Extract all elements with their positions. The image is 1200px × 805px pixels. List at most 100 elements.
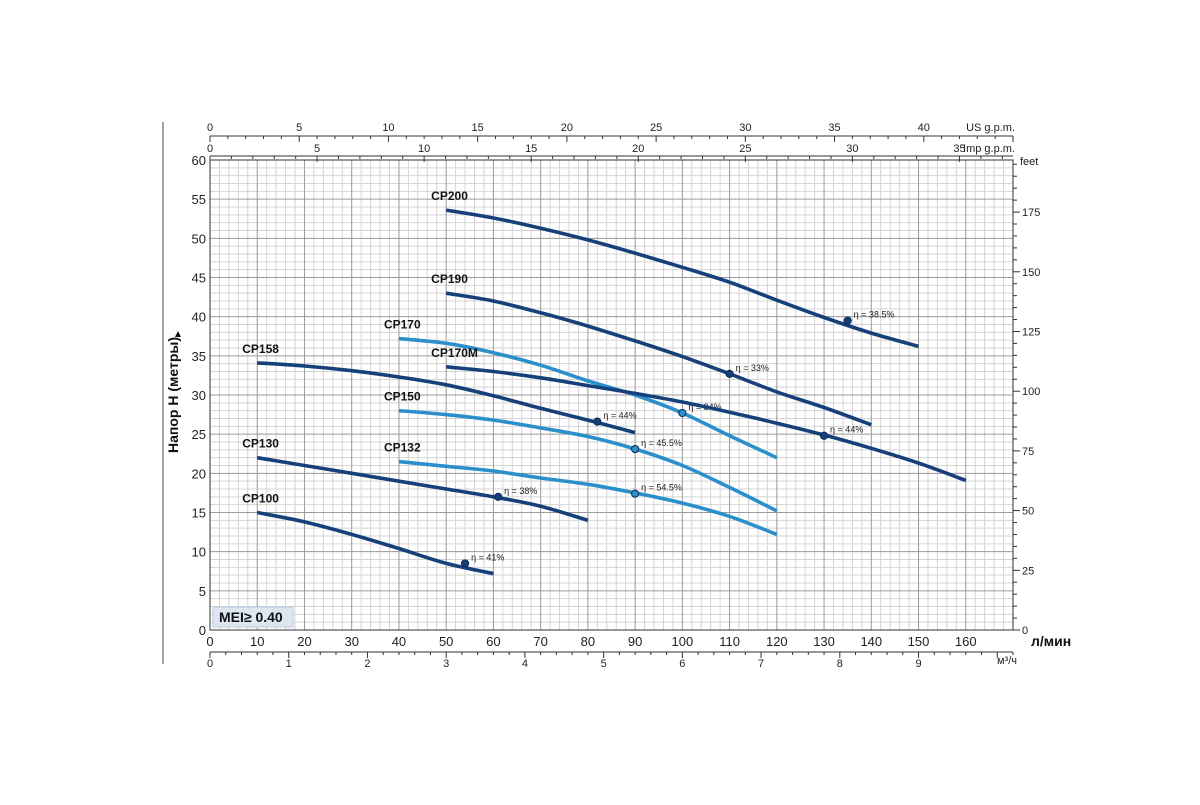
eta-label-cp190: η = 33% [736,363,769,373]
y-tick-label: 40 [192,310,206,325]
x-tick-label: 110 [719,634,740,649]
us-gpm-tick-label: 40 [918,122,930,134]
imp-gpm-tick-label: 20 [632,143,644,155]
m3h-tick-label: 8 [837,658,843,670]
us-gpm-tick-label: 35 [828,122,840,134]
series-label-cp100: CP100 [242,492,279,506]
x-tick-label: 30 [344,634,358,649]
m3h-tick-label: 1 [286,658,292,670]
imp-gpm-tick-label: 5 [314,143,320,155]
feet-tick-label: 25 [1022,565,1034,577]
x-tick-label: 150 [908,634,930,649]
eta-point-cp190 [725,369,734,378]
imp-gpm-tick-label: 30 [846,143,858,155]
imp-gpm-tick-label: 25 [739,143,751,155]
feet-tick-label: 75 [1022,446,1034,458]
eta-point-cp130 [494,492,503,501]
series-label-cp158: CP158 [242,342,279,356]
imp-gpm-tick-label: 35 [953,143,965,155]
x-tick-label: 70 [533,634,547,649]
us-gpm-tick-label: 15 [472,122,484,134]
series-line-cp100 [256,510,494,576]
right-axis: 0 25 50 75 100 125 150 175 feet [1013,156,1040,637]
y-tick-label: 55 [192,192,206,207]
series-line-cp170 [398,336,778,460]
plot-frame [209,159,1014,631]
x-tick-label: 50 [439,634,453,649]
eta-point-cp150 [631,444,640,454]
y-tick-label: 20 [192,466,206,481]
x-tick-label: 160 [955,634,977,649]
series-line-cp200 [445,208,919,349]
series-line-cp190 [445,291,872,427]
left-axis: 0 5 10 15 20 25 30 35 40 45 50 55 60 Напор H (метры) [165,153,206,638]
series-label-cp190: CP190 [431,272,468,286]
series-label-cp200: CP200 [431,189,468,203]
eta-label-cp170m: η = 44% [830,425,863,435]
x-tick-label: 100 [672,634,694,649]
series-label-cp150: CP150 [384,390,421,404]
imp-gpm-tick-label: 10 [418,143,430,155]
x-tick-label: 0 [206,634,213,649]
y-tick-label: 5 [199,584,206,599]
eta-point-cp170m [819,431,829,440]
eta-point-cp200 [843,316,852,325]
series-line-cp158 [257,361,636,435]
eta-point-cp132 [631,489,640,498]
m3h-tick-label: 4 [522,658,528,670]
x-tick-label: 120 [766,634,788,649]
badge-layer: MEI≥ 0.40 [212,606,294,628]
y-axis-label: Напор H (метры) [165,337,181,453]
x-tick-label: 20 [297,634,311,649]
eta-label-cp158: η = 44% [603,411,636,421]
y-tick-label: 15 [192,506,206,521]
series-line-cp150 [398,408,778,513]
x-tick-label: 140 [860,634,882,649]
y-tick-label: 25 [192,427,206,442]
mei-badge-label: MEI≥ 0.40 [219,609,283,625]
x-tick-label: 40 [392,634,406,649]
m3h-tick-label: 9 [915,658,921,670]
feet-tick-label: 0 [1022,625,1028,637]
m3h-tick-label: 6 [679,658,685,670]
feet-unit-label: feet [1020,156,1038,168]
y-tick-label: 35 [192,349,206,364]
eta-point-cp170 [678,408,687,418]
m3h-unit-label: м³/ч [997,655,1017,667]
series-line-cp170m [446,365,967,483]
imp-gpm-unit-label: Imp g.p.m. [963,143,1015,155]
x-tick-label: 60 [486,634,500,649]
x-tick-label: 130 [813,634,835,649]
bottom-axes: 0 10 20 30 40 50 60 70 80 90 100 110 120 130 140 150 160… [206,633,1071,670]
y-tick-label: 50 [192,231,206,246]
x-axis-label: л/мин [1031,633,1071,649]
top-axes: 0 5 10 15 20 25 30 35 40 US g.p.m.0 5 10 15 20 25 30 35I… [207,122,1015,162]
x-tick-label: 90 [628,634,642,649]
m3h-tick-label: 7 [758,658,764,670]
eta-label-cp150: η = 45.5% [641,438,682,448]
us-gpm-tick-label: 20 [561,122,573,134]
us-gpm-tick-label: 25 [650,122,662,134]
y-tick-label: 60 [192,153,206,168]
us-gpm-tick-label: 10 [382,122,394,134]
feet-tick-label: 125 [1022,326,1040,338]
series-label-cp170: CP170 [384,318,421,332]
us-gpm-tick-label: 30 [739,122,751,134]
y-tick-label: 30 [192,388,206,403]
us-gpm-tick-label: 0 [207,122,213,134]
imp-gpm-tick-label: 0 [207,143,213,155]
series-layer: CP100 η = 41% CP130 η = 38% CP132 η = 54.5% CP… [242,189,967,576]
m3h-tick-label: 5 [601,658,607,670]
eta-point-cp158 [593,417,602,426]
feet-tick-label: 150 [1022,267,1040,279]
eta-label-cp200: η = 38.5% [854,310,895,320]
y-axis-arrow [175,331,181,337]
series-line-cp132 [398,459,778,537]
eta-label-cp130: η = 38% [504,486,537,496]
us-gpm-tick-label: 5 [296,122,302,134]
feet-tick-label: 50 [1022,506,1034,518]
series-label-cp132: CP132 [384,441,421,455]
us-gpm-unit-label: US g.p.m. [966,122,1015,134]
